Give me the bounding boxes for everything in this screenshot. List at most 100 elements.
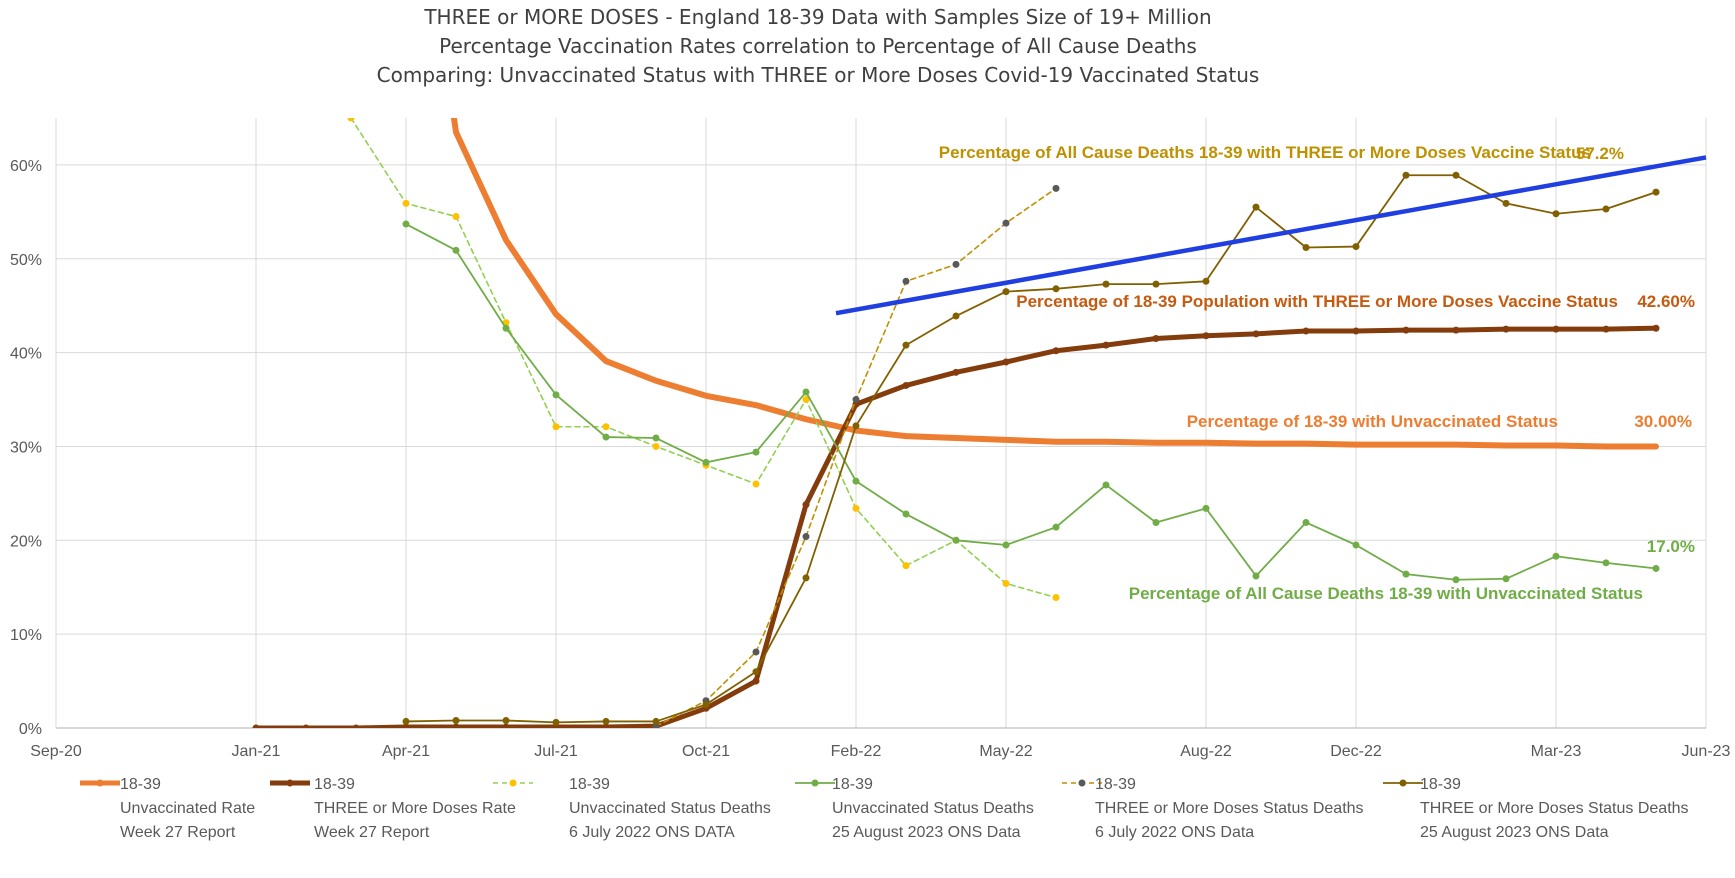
series-4-point xyxy=(1002,541,1010,549)
series-6-point xyxy=(1402,171,1410,179)
legend-label-1: 18-39 xyxy=(120,776,161,793)
series-2-point xyxy=(1102,341,1110,349)
series-3-point xyxy=(552,423,560,431)
legend-label-6: THREE or More Doses Status Deaths xyxy=(1420,800,1689,817)
legend-swatch-marker-2 xyxy=(286,779,294,787)
series-2-point xyxy=(1052,347,1060,355)
series-6-point xyxy=(1252,203,1260,211)
annotation-three-pop: Percentage of 18-39 Population with THRE… xyxy=(1016,292,1618,311)
annotation-unvax-deaths: Percentage of All Cause Deaths 18-39 wit… xyxy=(1129,584,1643,603)
legend-label-5: 6 July 2022 ONS Data xyxy=(1095,824,1254,841)
series-line-4 xyxy=(405,223,1657,581)
series-2-point xyxy=(1452,326,1460,334)
series-4-point xyxy=(552,391,560,399)
y-tick-label: 10% xyxy=(10,627,42,644)
y-tick-label: 30% xyxy=(10,439,42,456)
annotation-unvax-deaths-value: 17.0% xyxy=(1647,537,1695,556)
y-tick-label: 60% xyxy=(10,158,42,175)
series-2-point xyxy=(302,724,310,728)
series-3-point xyxy=(802,396,810,404)
trendline xyxy=(835,155,1707,316)
series-5-point xyxy=(752,648,760,656)
series-6-point xyxy=(1352,243,1360,251)
series-6-point xyxy=(452,716,460,724)
series-6-point xyxy=(702,701,710,709)
legend-label-2: Week 27 Report xyxy=(314,824,430,841)
series-3-point xyxy=(652,442,660,450)
series-2-point xyxy=(1002,358,1010,366)
series-4-point xyxy=(852,477,860,485)
x-tick-label: Feb-22 xyxy=(831,743,882,760)
series-4-point xyxy=(702,458,710,466)
series-2-point xyxy=(752,677,760,685)
legend: 18-39 Unvaccinated Rate Week 27 Report 18-3… xyxy=(80,776,1689,841)
series-5-point xyxy=(852,396,860,404)
series-3-point xyxy=(347,118,355,122)
series-6-point xyxy=(902,341,910,349)
series-4-point xyxy=(802,388,810,396)
series-4-point xyxy=(952,536,960,544)
annotation-three-deaths-value: 57.2% xyxy=(1576,144,1624,163)
series-6-point xyxy=(1552,210,1560,218)
legend-label-6: 18-39 xyxy=(1420,776,1461,793)
legend-label-4: 18-39 xyxy=(832,776,873,793)
legend-label-6: 25 August 2023 ONS Data xyxy=(1420,824,1609,841)
series-4-point xyxy=(1652,564,1660,572)
legend-label-1: Week 27 Report xyxy=(120,824,236,841)
series-6-point xyxy=(752,668,760,676)
legend-label-5: THREE or More Doses Status Deaths xyxy=(1095,800,1364,817)
series-5-point xyxy=(1002,219,1010,227)
series-4-point xyxy=(502,324,510,332)
legend-label-3: 18-39 xyxy=(569,776,610,793)
x-tick-label: Jun-23 xyxy=(1682,743,1731,760)
series-4-point xyxy=(752,448,760,456)
x-tick-label: Jan-21 xyxy=(232,743,281,760)
legend-label-4: 25 August 2023 ONS Data xyxy=(832,824,1021,841)
series-2-point xyxy=(902,381,910,389)
series-2-point xyxy=(1552,325,1560,333)
legend-label-3: 6 July 2022 ONS DATA xyxy=(569,824,735,841)
series-2-point xyxy=(252,724,260,728)
series-6-point xyxy=(952,312,960,320)
series-6-point xyxy=(1002,288,1010,296)
legend-swatch-marker-3 xyxy=(509,779,517,787)
annotation-unvax-pop: Percentage of 18-39 with Unvaccinated St… xyxy=(1187,412,1558,431)
series-2-point xyxy=(502,723,510,728)
legend-swatch-marker-5 xyxy=(1078,779,1086,787)
series-2-point xyxy=(452,723,460,728)
series-4-point xyxy=(1202,504,1210,512)
chart-title-line-3: Comparing: Unvaccinated Status with THRE… xyxy=(377,63,1260,87)
legend-label-5: 18-39 xyxy=(1095,776,1136,793)
series-3-point xyxy=(1002,579,1010,587)
series-2-point xyxy=(802,501,810,509)
chart-title: THREE or MORE DOSES - England 18-39 Data… xyxy=(377,5,1260,87)
series-2-point xyxy=(1152,335,1160,343)
legend-label-2: THREE or More Doses Rate xyxy=(314,800,516,817)
series-4-point xyxy=(1502,575,1510,583)
series-6-point xyxy=(1502,199,1510,207)
legend-swatch-marker-1 xyxy=(96,779,104,787)
series-3-point xyxy=(602,423,610,431)
annotations: Percentage of All Cause Deaths 18-39 wit… xyxy=(939,143,1695,603)
series-4-point xyxy=(1402,570,1410,578)
series-2-point xyxy=(1502,325,1510,333)
series-2-point xyxy=(1202,332,1210,340)
series-4-point xyxy=(1252,572,1260,580)
series-line-3 xyxy=(350,118,1057,599)
legend-label-4: Unvaccinated Status Deaths xyxy=(832,800,1034,817)
series-4-point xyxy=(1302,518,1310,526)
series-6-point xyxy=(802,574,810,582)
series-5-point xyxy=(902,277,910,285)
series-4-point xyxy=(1602,559,1610,567)
series-2-point xyxy=(1252,330,1260,338)
annotation-three-pop-value: 42.60% xyxy=(1637,292,1695,311)
series-4-point xyxy=(1552,552,1560,560)
series-4-point xyxy=(1452,576,1460,584)
x-tick-label: Apr-21 xyxy=(382,743,430,760)
series-2-point xyxy=(1352,327,1360,335)
x-tick-label: Mar-23 xyxy=(1531,743,1582,760)
series-6-point xyxy=(1452,171,1460,179)
legend-label-2: 18-39 xyxy=(314,776,355,793)
x-tick-label: Sep-20 xyxy=(30,743,82,760)
